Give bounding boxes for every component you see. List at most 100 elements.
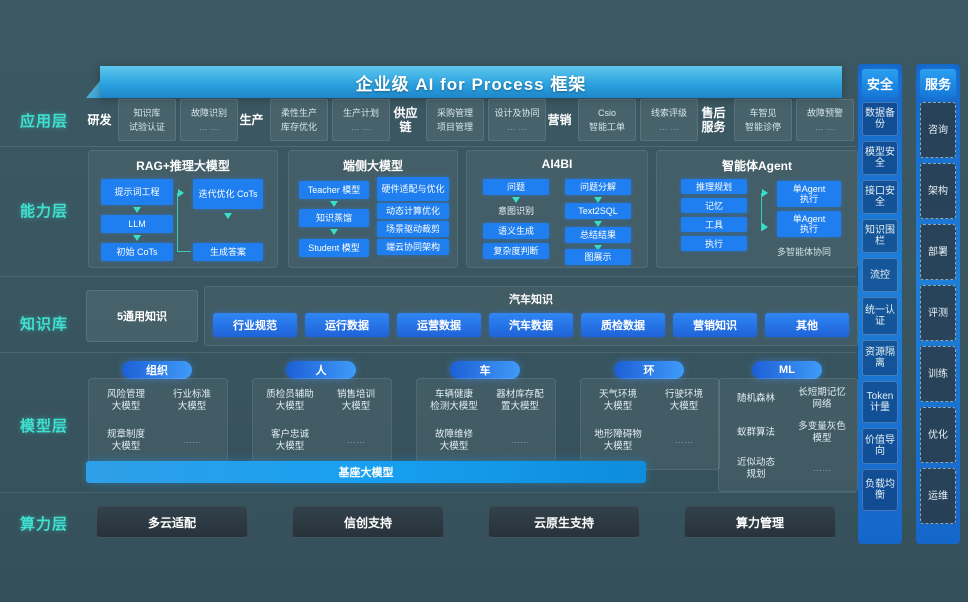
capability-box-edge-model[interactable]: 端侧大模型 Teacher 模型 知识蒸馏 Student 模型 硬件适配与优化… <box>288 150 458 268</box>
service-item-evaluation[interactable]: 评测 <box>920 285 956 341</box>
service-item-operations[interactable]: 运维 <box>920 468 956 524</box>
chip-student-model[interactable]: Student 模型 <box>299 239 369 257</box>
model-item[interactable]: 客户忠诚 大模型 <box>270 429 309 452</box>
chip-semantic-generation[interactable]: 语义生成 <box>483 223 549 239</box>
service-item-deployment[interactable]: 部署 <box>920 224 956 280</box>
model-item[interactable]: 销售培训 大模型 <box>336 389 375 412</box>
chip-hardware-adaptation[interactable]: 硬件适配与优化 <box>377 177 449 201</box>
service-item-training[interactable]: 训练 <box>920 346 956 402</box>
model-item[interactable]: 风险管理 大模型 <box>106 389 145 412</box>
app-cell[interactable]: 故障预警 … … <box>796 99 854 141</box>
chip-initial-cots[interactable]: 初始 CoTs <box>101 243 173 261</box>
app-cell[interactable]: 车智见 智能诊停 <box>734 99 792 141</box>
security-item-model-safety[interactable]: 模型安全 <box>862 141 898 175</box>
chip-summary-result[interactable]: 总结结果 <box>565 227 631 243</box>
model-item[interactable]: 规章制度 大模型 <box>106 429 145 452</box>
kb-tag-marketing-knowledge[interactable]: 营销知识 <box>673 313 757 337</box>
chip-edge-cloud-architecture[interactable]: 端云协同架构 <box>377 239 449 255</box>
app-cell[interactable]: 生产计划 … … <box>332 99 390 141</box>
capability-box-agent[interactable]: 智能体Agent 推理规划 记忆 工具 执行 单Agent 执行 单Agent … <box>656 150 858 268</box>
chip-llm[interactable]: LLM <box>101 215 173 233</box>
security-item-unified-auth[interactable]: 统一认证 <box>862 297 898 335</box>
app-group-rnd[interactable]: 研发 知识库 试验认证 故障识别 … … <box>86 98 238 142</box>
app-cell[interactable]: 故障识别 … … <box>180 99 238 141</box>
model-item[interactable]: 多变量灰色 模型 <box>798 421 846 444</box>
chip-question[interactable]: 问题 <box>483 179 549 195</box>
compute-btn-cloud-native[interactable]: 云原生支持 <box>488 506 640 538</box>
chip-memory[interactable]: 记忆 <box>681 198 747 213</box>
capability-box-ai4bi[interactable]: AI4BI 问题 意图识别 语义生成 复杂度判断 问题分解 Text2SQL 总… <box>466 150 648 268</box>
model-item[interactable]: 随机森林 <box>736 393 775 404</box>
chip-single-agent-exec-1[interactable]: 单Agent 执行 <box>777 181 841 207</box>
kb-tag-operation-data[interactable]: 运行数据 <box>305 313 389 337</box>
chip-teacher-model[interactable]: Teacher 模型 <box>299 181 369 199</box>
app-group-production[interactable]: 生产 柔性生产 库存优化 生产计划 … … <box>238 98 390 142</box>
app-group-after-sales[interactable]: 售后服务 车智见 智能诊停 故障预警 … … <box>698 98 854 142</box>
kb-tag-quality-data[interactable]: 质检数据 <box>581 313 665 337</box>
capability-box-rag[interactable]: RAG+推理大模型 提示词工程 LLM 初始 CoTs 迭代优化 CoTs 生成… <box>88 150 278 268</box>
kb-tag-business-data[interactable]: 运营数据 <box>397 313 481 337</box>
chip-reasoning-planning[interactable]: 推理规划 <box>681 179 747 194</box>
security-item-token-metering[interactable]: Token计量 <box>862 381 898 423</box>
app-group-supply-chain[interactable]: 供应链 采购管理 项目管理 设计及协同 … … <box>390 98 546 142</box>
knowledge-generic-block[interactable]: 5通用知识 <box>86 290 198 342</box>
chip-intent-recognition[interactable]: 意图识别 <box>497 206 534 216</box>
layer-label-knowledge: 知识库 <box>19 316 68 333</box>
chip-single-agent-exec-2[interactable]: 单Agent 执行 <box>777 211 841 237</box>
security-item-knowledge-fence[interactable]: 知识围栏 <box>862 219 898 253</box>
service-item-architecture[interactable]: 架构 <box>920 163 956 219</box>
compute-btn-compute-mgmt[interactable]: 算力管理 <box>684 506 836 538</box>
compute-btn-xinchuang[interactable]: 信创支持 <box>292 506 444 538</box>
chip-scenario-pruning[interactable]: 场景驱动裁剪 <box>377 221 449 237</box>
model-item[interactable]: 行驶环境 大模型 <box>664 389 703 412</box>
chip-dynamic-compute[interactable]: 动态计算优化 <box>377 203 449 219</box>
model-pill-organization[interactable]: 组织 <box>122 361 192 379</box>
app-cell[interactable]: 知识库 试验认证 <box>118 99 176 141</box>
chip-question-decomposition[interactable]: 问题分解 <box>565 179 631 195</box>
app-cell[interactable]: 柔性生产 库存优化 <box>270 99 328 141</box>
kb-tag-industry-spec[interactable]: 行业规范 <box>213 313 297 337</box>
app-group-label: 研发 <box>87 113 112 127</box>
security-item-resource-isolation[interactable]: 资源隔离 <box>862 340 898 376</box>
security-item-load-balance[interactable]: 负载均衡 <box>862 469 898 511</box>
chip-complexity-judge[interactable]: 复杂度判断 <box>483 243 549 259</box>
chip-knowledge-distillation[interactable]: 知识蒸馏 <box>299 209 369 227</box>
chip-execution[interactable]: 执行 <box>681 236 747 251</box>
service-item-consulting[interactable]: 咨询 <box>920 102 956 158</box>
model-item[interactable]: 近似动态 规划 <box>736 457 775 480</box>
model-pill-people[interactable]: 人 <box>286 361 356 379</box>
chip-chart-display[interactable]: 图展示 <box>565 249 631 265</box>
security-item-flow-control[interactable]: 流控 <box>862 258 898 292</box>
security-item-data-backup[interactable]: 数据备份 <box>862 102 898 136</box>
model-item[interactable]: 车辆健康 检测大模型 <box>430 389 478 412</box>
model-item[interactable]: 天气环境 大模型 <box>598 389 637 412</box>
app-cell[interactable]: 线索评级 … … <box>640 99 698 141</box>
model-item[interactable]: 地形障碍物 大模型 <box>594 429 642 452</box>
model-item[interactable]: 故障维修 大模型 <box>434 429 473 452</box>
app-cell[interactable]: 设计及协同 … … <box>488 99 546 141</box>
chip-iterative-cots[interactable]: 迭代优化 CoTs <box>193 179 263 209</box>
kb-tag-other[interactable]: 其他 <box>765 313 849 337</box>
chip-generate-answer[interactable]: 生成答案 <box>193 243 263 261</box>
compute-btn-multicloud[interactable]: 多云适配 <box>96 506 248 538</box>
model-item[interactable]: 长短期记忆 网络 <box>798 387 846 410</box>
chip-prompt-engineering[interactable]: 提示词工程 <box>101 179 173 205</box>
base-model-bar[interactable]: 基座大模型 <box>86 461 646 483</box>
model-pill-environment[interactable]: 环 <box>614 361 684 379</box>
model-item[interactable]: 行业标准 大模型 <box>172 389 211 412</box>
chip-text2sql[interactable]: Text2SQL <box>565 203 631 219</box>
model-item[interactable]: 质检员辅助 大模型 <box>266 389 314 412</box>
kb-tag-vehicle-data[interactable]: 汽车数据 <box>489 313 573 337</box>
app-cell[interactable]: Csio 智能工单 <box>578 99 636 141</box>
app-cell[interactable]: 采购管理 项目管理 <box>426 99 484 141</box>
model-pill-ml[interactable]: ML <box>752 361 822 379</box>
service-item-optimization[interactable]: 优化 <box>920 407 956 463</box>
app-group-label: 售后服务 <box>701 106 726 134</box>
security-item-api-safety[interactable]: 接口安全 <box>862 180 898 214</box>
model-item[interactable]: 器材库存配 置大模型 <box>496 389 544 412</box>
security-item-value-orientation[interactable]: 价值导向 <box>862 428 898 464</box>
chip-tools[interactable]: 工具 <box>681 217 747 232</box>
app-group-marketing[interactable]: 营销 Csio 智能工单 线索评级 … … <box>546 98 698 142</box>
model-item[interactable]: 蚁群算法 <box>736 427 775 438</box>
model-pill-vehicle[interactable]: 车 <box>450 361 520 379</box>
